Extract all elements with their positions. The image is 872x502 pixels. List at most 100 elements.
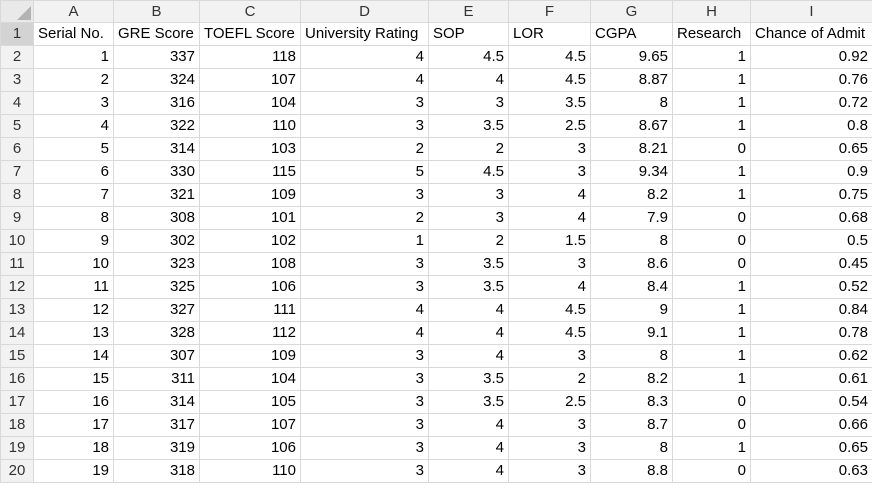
cell-cgpa[interactable]: 8.6 (590, 252, 673, 276)
cell-toefl-score[interactable]: 102 (199, 229, 301, 253)
cell-toefl-score[interactable]: 106 (199, 436, 301, 460)
cell-research[interactable]: 1 (672, 298, 751, 322)
cell-serial-no[interactable]: 19 (33, 459, 114, 483)
cell-university-rating[interactable]: 3 (300, 91, 429, 115)
cell-lor[interactable]: 2.5 (508, 114, 591, 138)
cell-university-rating[interactable]: 3 (300, 390, 429, 414)
cell-cgpa[interactable]: 8.4 (590, 275, 673, 299)
cell-university-rating[interactable]: 3 (300, 252, 429, 276)
column-header-i[interactable]: I (750, 0, 872, 23)
row-header[interactable]: 15 (0, 344, 34, 368)
cell-research[interactable]: 0 (672, 137, 751, 161)
cell-header-cgpa[interactable]: CGPA (590, 22, 673, 46)
cell-serial-no[interactable]: 15 (33, 367, 114, 391)
cell-toefl-score[interactable]: 101 (199, 206, 301, 230)
column-header-e[interactable]: E (428, 0, 509, 23)
row-header[interactable]: 8 (0, 183, 34, 207)
cell-cgpa[interactable]: 8 (590, 229, 673, 253)
cell-sop[interactable]: 4 (428, 459, 509, 483)
cell-sop[interactable]: 3 (428, 206, 509, 230)
column-header-c[interactable]: C (199, 0, 301, 23)
cell-serial-no[interactable]: 7 (33, 183, 114, 207)
cell-serial-no[interactable]: 6 (33, 160, 114, 184)
cell-sop[interactable]: 3.5 (428, 390, 509, 414)
cell-serial-no[interactable]: 9 (33, 229, 114, 253)
column-header-f[interactable]: F (508, 0, 591, 23)
cell-research[interactable]: 1 (672, 91, 751, 115)
cell-university-rating[interactable]: 4 (300, 45, 429, 69)
column-header-g[interactable]: G (590, 0, 673, 23)
cell-cgpa[interactable]: 9.65 (590, 45, 673, 69)
cell-lor[interactable]: 3.5 (508, 91, 591, 115)
cell-lor[interactable]: 4.5 (508, 298, 591, 322)
cell-sop[interactable]: 4 (428, 298, 509, 322)
cell-sop[interactable]: 2 (428, 229, 509, 253)
cell-university-rating[interactable]: 4 (300, 321, 429, 345)
cell-lor[interactable]: 4.5 (508, 45, 591, 69)
cell-university-rating[interactable]: 3 (300, 344, 429, 368)
cell-university-rating[interactable]: 3 (300, 183, 429, 207)
cell-gre-score[interactable]: 327 (113, 298, 200, 322)
cell-university-rating[interactable]: 3 (300, 413, 429, 437)
column-header-a[interactable]: A (33, 0, 114, 23)
cell-toefl-score[interactable]: 103 (199, 137, 301, 161)
cell-toefl-score[interactable]: 107 (199, 413, 301, 437)
cell-chance-of-admit[interactable]: 0.8 (750, 114, 872, 138)
cell-header-lor[interactable]: LOR (508, 22, 591, 46)
cell-university-rating[interactable]: 3 (300, 114, 429, 138)
column-header-b[interactable]: B (113, 0, 200, 23)
cell-serial-no[interactable]: 17 (33, 413, 114, 437)
row-header[interactable]: 17 (0, 390, 34, 414)
cell-research[interactable]: 1 (672, 45, 751, 69)
row-header[interactable]: 19 (0, 436, 34, 460)
cell-header-university-rating[interactable]: University Rating (300, 22, 429, 46)
cell-lor[interactable]: 4.5 (508, 321, 591, 345)
cell-lor[interactable]: 1.5 (508, 229, 591, 253)
row-header[interactable]: 1 (0, 22, 34, 46)
cell-research[interactable]: 0 (672, 206, 751, 230)
cell-chance-of-admit[interactable]: 0.62 (750, 344, 872, 368)
cell-toefl-score[interactable]: 111 (199, 298, 301, 322)
row-header[interactable]: 20 (0, 459, 34, 483)
cell-cgpa[interactable]: 8 (590, 91, 673, 115)
row-header[interactable]: 14 (0, 321, 34, 345)
cell-serial-no[interactable]: 3 (33, 91, 114, 115)
cell-gre-score[interactable]: 324 (113, 68, 200, 92)
cell-header-research[interactable]: Research (672, 22, 751, 46)
cell-toefl-score[interactable]: 112 (199, 321, 301, 345)
cell-sop[interactable]: 2 (428, 137, 509, 161)
cell-toefl-score[interactable]: 115 (199, 160, 301, 184)
cell-header-sop[interactable]: SOP (428, 22, 509, 46)
column-header-d[interactable]: D (300, 0, 429, 23)
cell-chance-of-admit[interactable]: 0.68 (750, 206, 872, 230)
cell-header-toefl-score[interactable]: TOEFL Score (199, 22, 301, 46)
cell-lor[interactable]: 3 (508, 436, 591, 460)
cell-chance-of-admit[interactable]: 0.54 (750, 390, 872, 414)
cell-lor[interactable]: 2.5 (508, 390, 591, 414)
cell-gre-score[interactable]: 307 (113, 344, 200, 368)
cell-chance-of-admit[interactable]: 0.66 (750, 413, 872, 437)
cell-lor[interactable]: 4.5 (508, 68, 591, 92)
row-header[interactable]: 4 (0, 91, 34, 115)
cell-chance-of-admit[interactable]: 0.61 (750, 367, 872, 391)
cell-header-gre-score[interactable]: GRE Score (113, 22, 200, 46)
row-header[interactable]: 2 (0, 45, 34, 69)
cell-gre-score[interactable]: 323 (113, 252, 200, 276)
cell-sop[interactable]: 3 (428, 183, 509, 207)
select-all-corner[interactable] (0, 0, 34, 23)
cell-toefl-score[interactable]: 107 (199, 68, 301, 92)
cell-toefl-score[interactable]: 108 (199, 252, 301, 276)
cell-chance-of-admit[interactable]: 0.72 (750, 91, 872, 115)
cell-sop[interactable]: 4 (428, 68, 509, 92)
cell-research[interactable]: 0 (672, 390, 751, 414)
cell-gre-score[interactable]: 337 (113, 45, 200, 69)
cell-serial-no[interactable]: 13 (33, 321, 114, 345)
cell-cgpa[interactable]: 8.3 (590, 390, 673, 414)
cell-header-chance-of-admit[interactable]: Chance of Admit (750, 22, 872, 46)
cell-chance-of-admit[interactable]: 0.65 (750, 137, 872, 161)
cell-sop[interactable]: 3 (428, 91, 509, 115)
cell-serial-no[interactable]: 5 (33, 137, 114, 161)
cell-gre-score[interactable]: 319 (113, 436, 200, 460)
cell-sop[interactable]: 3.5 (428, 275, 509, 299)
cell-gre-score[interactable]: 322 (113, 114, 200, 138)
